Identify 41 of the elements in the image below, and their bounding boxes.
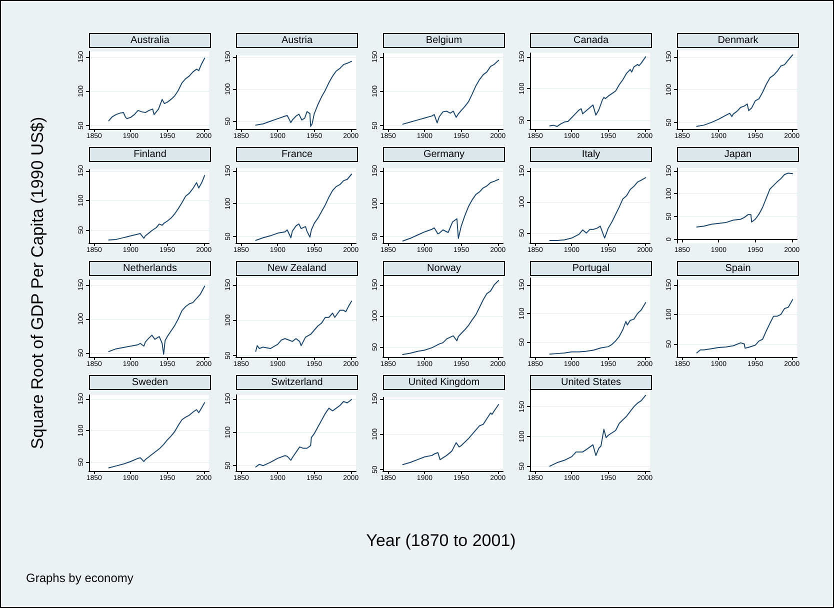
- line-series: [108, 175, 206, 241]
- line-series: [108, 286, 206, 355]
- chart-title: Canada: [530, 33, 652, 48]
- chart-title: Austria: [236, 33, 358, 48]
- chart-title: Australia: [89, 33, 211, 48]
- chart-title: Spain: [677, 261, 799, 276]
- line-series: [402, 178, 500, 242]
- line-series: [108, 58, 206, 122]
- line-series: [255, 399, 352, 468]
- chart-title: Italy: [530, 147, 652, 162]
- line-series: [108, 402, 206, 468]
- chart-title: Finland: [89, 147, 211, 162]
- line-series: [696, 172, 794, 228]
- text: Year (1870 to 2001): [366, 531, 516, 551]
- chart-title: United Kingdom: [383, 375, 505, 390]
- chart-title: Netherlands: [89, 261, 211, 276]
- chart-title: Germany: [383, 147, 505, 162]
- chart-title: France: [236, 147, 358, 162]
- text: Square Root of GDP Per Capita (1990 US$): [28, 116, 48, 450]
- line-series: [255, 174, 352, 241]
- chart-title: United States: [530, 375, 652, 390]
- line-series: [696, 299, 794, 354]
- line-series: [696, 54, 794, 127]
- chart-title: Japan: [677, 147, 799, 162]
- line-series: [402, 404, 500, 466]
- chart-title: Norway: [383, 261, 505, 276]
- line-series: [255, 300, 352, 352]
- chart-title: Sweden: [89, 375, 211, 390]
- line-series: [549, 394, 646, 467]
- text: Graphs by economy: [26, 571, 134, 585]
- line-series: [402, 60, 500, 125]
- line-series: [255, 60, 352, 127]
- chart-title: Portugal: [530, 261, 652, 276]
- chart-title: Switzerland: [236, 375, 358, 390]
- line-series: [549, 177, 646, 242]
- chart-title: Belgium: [383, 33, 505, 48]
- line-series: [402, 280, 500, 356]
- chart-title: Denmark: [677, 33, 799, 48]
- line-series: [549, 302, 646, 355]
- chart-title: New Zealand: [236, 261, 358, 276]
- line-series: [549, 56, 646, 127]
